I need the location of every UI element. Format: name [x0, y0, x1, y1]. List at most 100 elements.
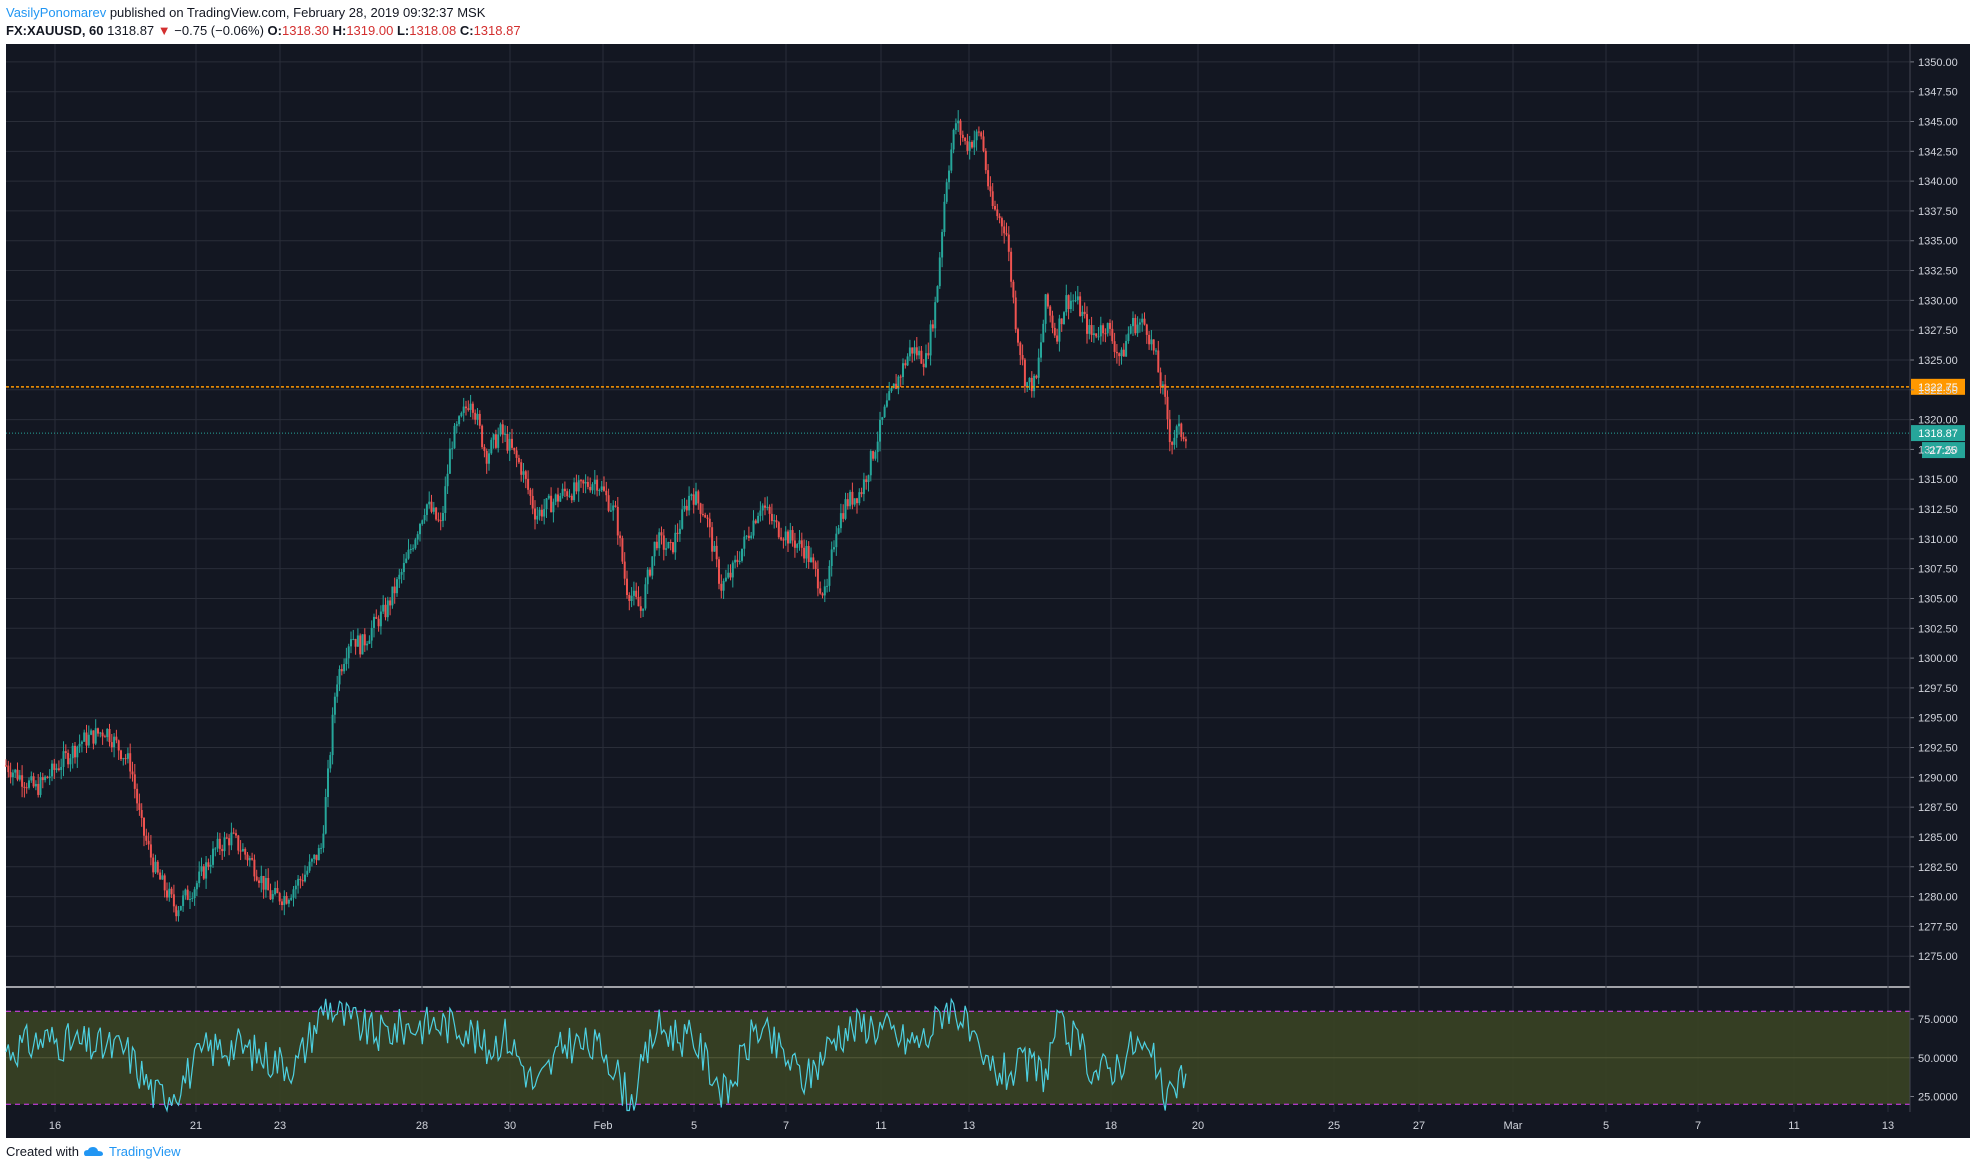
candle-body	[1168, 419, 1171, 443]
time-tick-label: 27	[1413, 1120, 1425, 1132]
chart-header: VasilyPonomarev published on TradingView…	[6, 4, 521, 40]
candle-body	[711, 527, 714, 552]
candle-body	[110, 742, 113, 748]
author-link[interactable]: VasilyPonomarev	[6, 5, 107, 20]
candle-body	[53, 763, 56, 770]
candle-body	[731, 562, 734, 578]
candle-body	[787, 531, 789, 544]
candle-body	[28, 780, 30, 788]
candle-body	[60, 766, 63, 771]
candle-body	[837, 528, 840, 534]
candle-body	[614, 505, 617, 507]
candle-body	[179, 906, 182, 911]
candle-body	[113, 736, 116, 748]
price-axis[interactable]: 1350.00 1347.50 1345.00 1342.50 1340.00 1337.…	[1910, 57, 1958, 1104]
candle-body	[913, 347, 916, 354]
candle-body	[1005, 233, 1008, 235]
candle-body	[660, 532, 663, 536]
candle-body	[511, 438, 513, 448]
price-tick-label: 1277.50	[1918, 921, 1958, 933]
candle-body	[186, 889, 189, 900]
candle-body	[133, 774, 136, 789]
candle-body	[782, 539, 785, 541]
candle-body	[225, 837, 228, 839]
candle-body	[529, 489, 532, 496]
candle-body	[950, 149, 953, 171]
candle-body	[858, 492, 861, 504]
candle-body	[520, 462, 523, 475]
candle-body	[881, 417, 884, 420]
candle-body	[193, 889, 196, 899]
candle-body	[1058, 318, 1061, 342]
candle-body	[575, 482, 578, 492]
candle-body	[400, 572, 403, 575]
candle-body	[241, 848, 244, 852]
candle-body	[706, 517, 709, 519]
candle-body	[494, 434, 497, 448]
candle-body	[444, 486, 447, 514]
tradingview-link[interactable]: TradingView	[108, 1144, 181, 1159]
candle-body	[920, 350, 923, 364]
candle-body	[982, 136, 985, 151]
candle-body	[1003, 226, 1006, 234]
candle-body	[743, 536, 746, 549]
candle-body	[1132, 317, 1134, 327]
candle-body	[828, 566, 831, 586]
candle-body	[260, 875, 263, 883]
candle-body	[1115, 351, 1118, 354]
candle-body	[980, 132, 983, 137]
candle-body	[534, 508, 536, 520]
candle-body	[446, 473, 449, 487]
candle-body	[536, 515, 539, 520]
candle-body	[842, 513, 845, 519]
price-tick-label: 1280.00	[1918, 892, 1958, 904]
time-axis[interactable]: 16 21 23 28 30 Feb 5 7 11 13 18 20 25 27 Mar 5 7 11 13	[49, 1120, 1894, 1132]
candle-body	[336, 684, 339, 697]
candle-body	[596, 479, 599, 491]
candle-body	[644, 584, 647, 609]
candle-body	[1182, 436, 1185, 440]
candle-body	[299, 878, 302, 881]
candle-body	[791, 530, 794, 541]
candle-body	[1141, 318, 1144, 323]
candle-body	[839, 513, 842, 529]
candle-body	[754, 520, 757, 523]
candle-body	[455, 424, 458, 426]
candle-body	[957, 120, 960, 124]
candle-body	[810, 557, 812, 563]
candle-body	[1122, 349, 1125, 357]
candle-body	[1152, 339, 1155, 351]
candle-body	[856, 498, 858, 504]
candle-body	[722, 580, 725, 591]
tradingview-cloud-icon	[83, 1146, 103, 1156]
candle-body	[182, 895, 185, 907]
candle-body	[517, 457, 520, 463]
price-tick-label: 1342.50	[1918, 146, 1958, 158]
candle-body	[550, 495, 553, 513]
candle-body	[432, 507, 435, 512]
time-tick-label: 5	[1603, 1120, 1609, 1132]
candle-body	[1127, 333, 1130, 342]
candle-body	[915, 347, 918, 356]
candle-body	[262, 875, 265, 890]
candle-body	[230, 832, 233, 846]
candle-body	[796, 544, 799, 548]
price-tick-label: 1297.50	[1918, 683, 1958, 695]
candle-body	[570, 495, 573, 501]
candle-body	[1145, 324, 1148, 335]
candle-body	[97, 728, 99, 734]
candle-body	[74, 745, 76, 758]
candle-body	[998, 216, 1001, 219]
orange-level-badge	[1911, 378, 1965, 395]
candle-body	[630, 595, 633, 601]
candle-body	[929, 324, 932, 356]
candle-body	[163, 875, 166, 891]
candle-body	[251, 858, 254, 860]
candle-body	[1157, 350, 1160, 373]
candle-body	[897, 376, 900, 389]
candle-body	[143, 817, 145, 836]
candle-body	[428, 501, 431, 505]
candle-body	[1136, 324, 1139, 334]
candle-body	[156, 861, 159, 873]
